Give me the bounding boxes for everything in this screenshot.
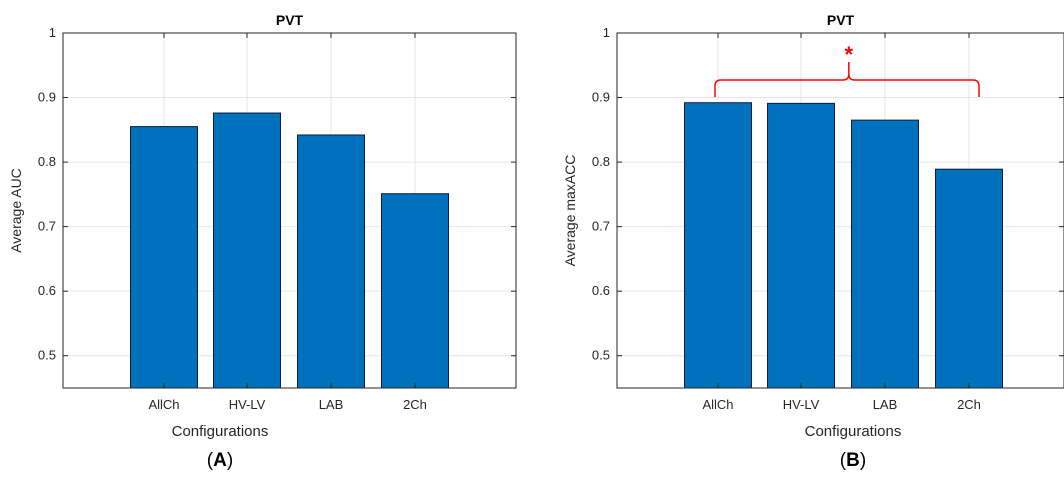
y-tick-label: 0.7 — [592, 219, 610, 234]
y-tick-label: 0.8 — [592, 154, 610, 169]
x-tick-label: AllCh — [148, 397, 179, 412]
panel-label: (A) — [207, 450, 233, 471]
significance-asterisk: * — [845, 42, 854, 67]
axes-box — [616, 32, 1064, 389]
y-tick-label: 0.7 — [38, 219, 56, 234]
significance-bracket — [714, 62, 980, 97]
x-tick-label: 2Ch — [403, 397, 427, 412]
bar-allch — [684, 102, 752, 389]
y-axis-label: Average AUC — [8, 168, 24, 253]
y-tick-label: 1 — [49, 25, 56, 40]
x-tick-label: AllCh — [702, 397, 733, 412]
y-tick-label: 0.6 — [38, 283, 56, 298]
bar-2ch — [381, 193, 449, 389]
y-tick-label: 0.6 — [592, 283, 610, 298]
panel-label: (B) — [840, 450, 866, 471]
y-tick-label: 1 — [603, 25, 610, 40]
y-axis-label: Average maxACC — [562, 155, 578, 267]
x-tick-label: HV-LV — [229, 397, 266, 412]
bar-hv-lv — [767, 102, 835, 389]
y-tick-label: 0.9 — [592, 90, 610, 105]
x-tick-label: HV-LV — [783, 397, 820, 412]
x-axis-label: Configurations — [172, 423, 269, 440]
axes-box — [62, 32, 517, 389]
chart-title: PVT — [276, 12, 304, 28]
y-tick-label: 0.5 — [592, 348, 610, 363]
x-tick-label: LAB — [319, 397, 344, 412]
bar-lab — [297, 134, 365, 389]
x-tick-label: 2Ch — [957, 397, 981, 412]
panel-letter: B — [846, 450, 860, 471]
x-tick-label: LAB — [873, 397, 898, 412]
y-tick-label: 0.8 — [38, 154, 56, 169]
bar-2ch — [935, 168, 1003, 389]
bar-lab — [851, 119, 919, 389]
chart-title: PVT — [827, 12, 855, 28]
bar-allch — [130, 126, 198, 389]
x-axis-label: Configurations — [805, 423, 902, 440]
chart-panel: 0.5 0.6 0.7 0.8 0.9 1 AllCh HV-LV LAB 2Ch PVT Confi… — [8, 12, 517, 471]
y-tick-label: 0.9 — [38, 90, 56, 105]
bar-hv-lv — [213, 112, 281, 389]
panel-letter: A — [213, 450, 227, 471]
y-tick-label: 0.5 — [38, 348, 56, 363]
chart-panel: 0.5 0.6 0.7 0.8 0.9 1 AllCh HV-LV LAB 2Ch PVT Confi… — [562, 12, 1064, 471]
